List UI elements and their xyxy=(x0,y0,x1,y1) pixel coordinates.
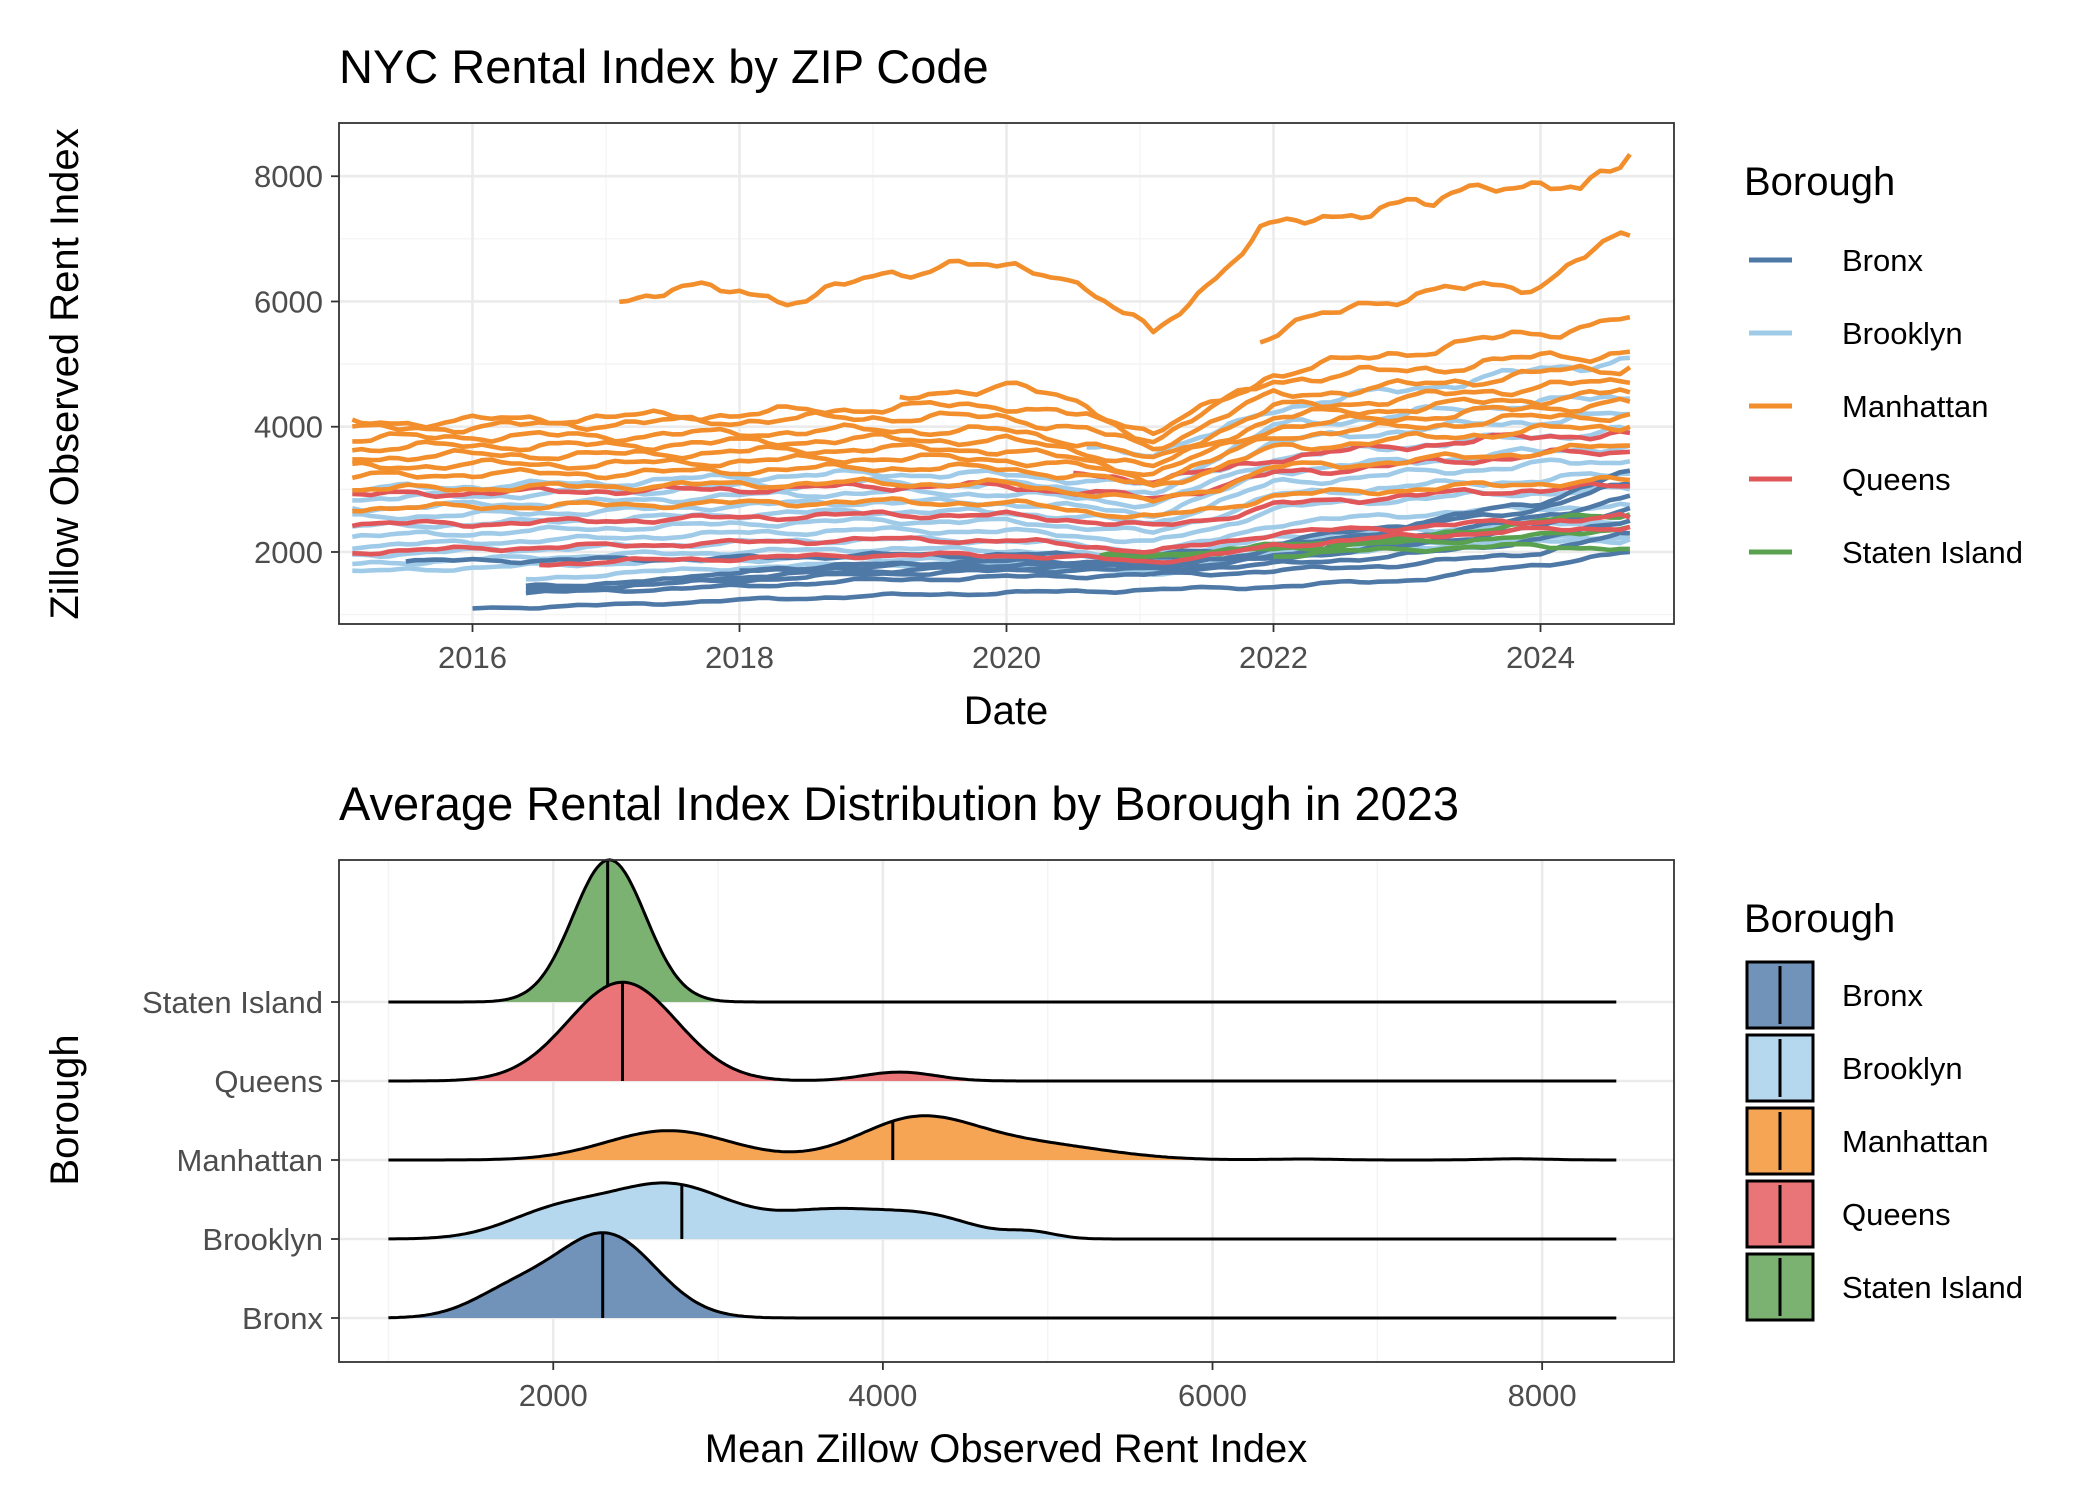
series-line-queens xyxy=(351,480,1630,529)
series-line-manhattan xyxy=(352,396,1631,478)
ridge-outline xyxy=(388,858,1617,1004)
ridge-queens xyxy=(388,980,1617,1083)
series-line-manhattan xyxy=(351,349,1631,445)
legend-key-bronx: Bronx xyxy=(1745,960,1923,1030)
ridge-staten-island xyxy=(388,858,1617,1004)
x-tick-label: 2018 xyxy=(705,640,774,675)
ridgeline-chart-ridges xyxy=(388,858,1617,1320)
ridge-outline xyxy=(388,1231,1617,1320)
x-tick-label: 2016 xyxy=(438,640,507,675)
series-line-manhattan xyxy=(351,422,1631,488)
legend-key-brooklyn: Brooklyn xyxy=(1745,1033,1963,1103)
line-chart-y-axis: 2000 4000 6000 8000 xyxy=(254,159,339,570)
ridge-bronx xyxy=(388,1231,1617,1320)
ridge-manhattan xyxy=(388,1114,1617,1162)
legend-key-queens: Queens xyxy=(1749,462,1951,497)
legend-label: Staten Island xyxy=(1842,1270,2023,1305)
legend-key-staten-island: Staten Island xyxy=(1745,1252,2023,1322)
legend-label: Bronx xyxy=(1842,243,1923,278)
legend-key-manhattan: Manhattan xyxy=(1749,389,1989,424)
x-tick-label: 2000 xyxy=(519,1378,588,1413)
legend-label: Bronx xyxy=(1842,978,1923,1013)
series-line-queens xyxy=(539,524,1631,568)
ridge-fill xyxy=(388,1182,1617,1239)
legend-label: Brooklyn xyxy=(1842,1051,1963,1086)
series-line-staten-island xyxy=(1273,541,1630,559)
y-tick-label: 8000 xyxy=(254,159,323,194)
x-tick-label: 4000 xyxy=(848,1378,917,1413)
ridge-fill xyxy=(388,982,1617,1081)
y-tick-label: Staten Island xyxy=(142,985,323,1020)
ridge-brooklyn xyxy=(388,1181,1617,1241)
line-chart: NYC Rental Index by ZIP Code 2016 2018 202… xyxy=(43,40,2023,733)
line-chart-x-axis: 2016 2018 2020 2022 2024 xyxy=(438,624,1575,675)
ridgeline-chart-title: Average Rental Index Distribution by Bor… xyxy=(339,777,1459,830)
y-tick-label: Brooklyn xyxy=(202,1222,323,1257)
line-chart-legend: Borough Bronx Brooklyn Manhattan Queens Stat… xyxy=(1744,160,2023,570)
ridgeline-chart-legend: Borough Bronx Brooklyn Manhattan Queens Stat… xyxy=(1744,897,2023,1322)
y-tick-label: 2000 xyxy=(254,535,323,570)
ridge-fill xyxy=(388,1115,1617,1160)
series-line-manhattan xyxy=(352,442,1630,504)
ridgeline-chart-legend-title: Borough xyxy=(1744,897,1895,941)
legend-label: Manhattan xyxy=(1842,1124,1989,1159)
series-line-bronx xyxy=(472,549,1631,611)
series-line-manhattan xyxy=(352,387,1631,469)
y-tick-label: Queens xyxy=(214,1064,323,1099)
legend-label: Brooklyn xyxy=(1842,316,1963,351)
ridgeline-chart-y-axis-title: Borough xyxy=(43,1034,87,1185)
ridgeline-chart-panel-border xyxy=(338,859,1675,1363)
series-line-manhattan xyxy=(1259,230,1631,345)
legend-label: Queens xyxy=(1842,1197,1951,1232)
legend-label: Queens xyxy=(1842,462,1951,497)
ridge-outline xyxy=(388,1114,1617,1162)
ridgeline-chart-x-axis: 2000 4000 6000 8000 xyxy=(519,1362,1577,1413)
y-tick-label: Bronx xyxy=(242,1301,323,1336)
y-tick-label: 6000 xyxy=(254,284,323,319)
series-line-brooklyn xyxy=(352,457,1631,530)
legend-label: Manhattan xyxy=(1842,389,1989,424)
ridge-fill xyxy=(388,859,1617,1002)
series-line-staten-island xyxy=(1099,524,1631,560)
y-tick-label: 4000 xyxy=(254,410,323,445)
line-chart-y-axis-title: Zillow Observed Rent Index xyxy=(43,128,87,619)
line-chart-x-axis-title: Date xyxy=(964,689,1049,733)
legend-label: Staten Island xyxy=(1842,535,2023,570)
series-line-manhattan xyxy=(619,152,1632,335)
ridgeline-chart-x-axis-title: Mean Zillow Observed Rent Index xyxy=(705,1427,1308,1471)
series-line-manhattan xyxy=(352,377,1631,460)
series-line-manhattan xyxy=(352,411,1631,487)
series-line-bronx xyxy=(525,530,1630,596)
line-chart-series xyxy=(351,152,1632,611)
x-tick-label: 2022 xyxy=(1239,640,1308,675)
x-tick-label: 2024 xyxy=(1506,640,1575,675)
x-tick-label: 2020 xyxy=(972,640,1041,675)
x-tick-label: 6000 xyxy=(1178,1378,1247,1413)
legend-key-staten-island: Staten Island xyxy=(1749,535,2023,570)
legend-key-manhattan: Manhattan xyxy=(1745,1106,1989,1176)
ridge-outline xyxy=(388,1181,1617,1241)
series-line-brooklyn xyxy=(352,484,1631,552)
ridge-outline xyxy=(388,980,1617,1083)
ridge-fill xyxy=(388,1232,1617,1318)
series-line-manhattan xyxy=(899,314,1631,437)
line-chart-legend-title: Borough xyxy=(1744,160,1895,204)
series-line-manhattan xyxy=(352,475,1631,520)
ridgeline-chart: Average Rental Index Distribution by Bor… xyxy=(43,777,2023,1471)
line-chart-title: NYC Rental Index by ZIP Code xyxy=(339,40,989,93)
legend-key-brooklyn: Brooklyn xyxy=(1749,316,1963,351)
legend-key-bronx: Bronx xyxy=(1749,243,1923,278)
legend-key-queens: Queens xyxy=(1745,1179,1951,1249)
ridgeline-chart-y-axis: Bronx Brooklyn Manhattan Queens Staten Islan… xyxy=(142,985,339,1336)
y-tick-label: Manhattan xyxy=(177,1143,324,1178)
series-line-queens xyxy=(352,511,1631,557)
series-line-brooklyn xyxy=(351,471,1630,540)
x-tick-label: 8000 xyxy=(1508,1378,1577,1413)
